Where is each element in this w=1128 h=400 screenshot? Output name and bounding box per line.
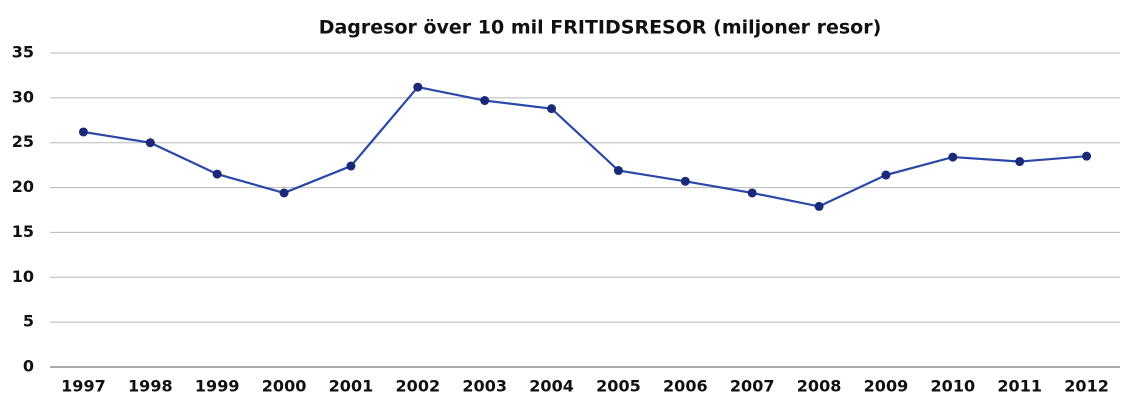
data-point	[1082, 151, 1092, 161]
y-tick-label: 15	[12, 222, 34, 241]
x-tick-label: 2009	[864, 377, 909, 396]
y-tick-label: 25	[12, 132, 34, 151]
x-tick-label: 2007	[730, 377, 775, 396]
x-tick-label: 1999	[195, 377, 240, 396]
x-tick-label: 2008	[797, 377, 842, 396]
data-point	[480, 96, 490, 106]
x-tick-label: 2010	[931, 377, 976, 396]
data-point	[346, 161, 356, 171]
data-point	[747, 188, 757, 198]
x-tick-label: 2004	[529, 377, 574, 396]
data-point	[680, 176, 690, 186]
x-tick-label: 2000	[262, 377, 307, 396]
x-tick-label: 2012	[1064, 377, 1109, 396]
data-point	[948, 152, 958, 162]
data-point	[881, 170, 891, 180]
data-line	[83, 85, 1087, 208]
x-tick-label: 1998	[128, 377, 173, 396]
x-tick-label: 2003	[462, 377, 507, 396]
y-tick-label: 10	[12, 267, 34, 286]
y-tick-label: 0	[23, 357, 34, 376]
data-point	[212, 169, 222, 179]
y-tick-label: 30	[12, 87, 34, 106]
data-point	[814, 201, 824, 211]
data-point	[413, 82, 423, 92]
x-tick-label: 2001	[329, 377, 374, 396]
data-point	[279, 188, 289, 198]
chart-title: Dagresor över 10 mil FRITIDSRESOR (miljo…	[319, 17, 882, 39]
y-tick-label: 35	[12, 43, 34, 62]
y-tick-label: 20	[12, 177, 34, 196]
data-point	[1015, 157, 1025, 167]
x-tick-label: 2006	[663, 377, 708, 396]
data-point	[145, 138, 155, 148]
x-tick-label: 1997	[61, 377, 106, 396]
x-tick-label: 2005	[596, 377, 641, 396]
x-tick-label: 2002	[396, 377, 441, 396]
data-point	[78, 127, 88, 137]
data-point	[613, 166, 623, 176]
x-tick-label: 2011	[997, 377, 1042, 396]
data-point	[547, 104, 557, 114]
y-tick-label: 5	[23, 312, 34, 331]
